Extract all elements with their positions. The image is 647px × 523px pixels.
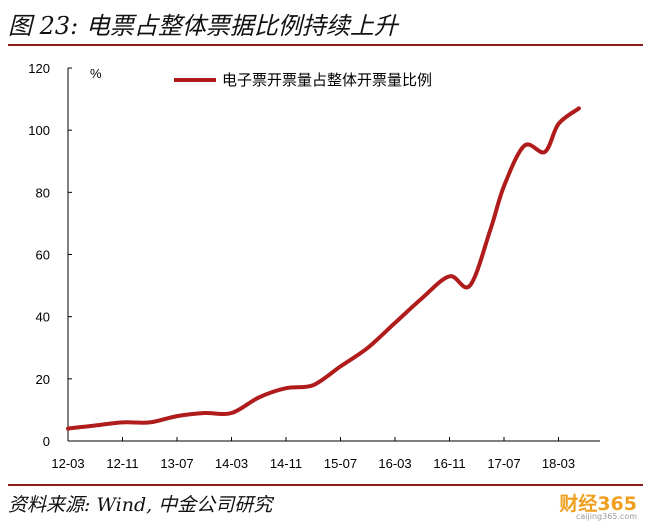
y-tick-label: 40 [36, 310, 50, 325]
y-tick-label: 60 [36, 248, 50, 263]
x-tick-label: 12-03 [51, 456, 84, 471]
x-tick-label: 12-11 [106, 456, 138, 471]
watermark-url: caijing365.com [575, 512, 637, 521]
line-chart: 0 20 40 60 80 100 120 12-03 12-11 13-07 14-03 14-1… [28, 61, 600, 471]
source-note: 资料来源: Wind, 中金公司研究 [8, 494, 273, 516]
y-tick-label: 20 [36, 372, 50, 387]
y-tick-label: 80 [36, 185, 50, 200]
watermark-logo: 财经365 [559, 493, 637, 515]
series-lines [66, 106, 581, 431]
x-tick-label: 14-11 [270, 456, 302, 471]
x-tick-label: 13-07 [160, 456, 193, 471]
title-divider [8, 44, 643, 46]
y-axis-ticks: 0 20 40 60 80 100 120 [28, 61, 72, 449]
x-tick-label: 14-03 [215, 456, 248, 471]
x-tick-label: 17-07 [487, 456, 520, 471]
y-tick-label: 100 [28, 123, 50, 138]
x-tick-label: 16-11 [433, 456, 465, 471]
y-tick-label: 120 [28, 61, 50, 76]
series-line [66, 106, 581, 431]
x-tick-label: 16-03 [378, 456, 411, 471]
footer-divider [8, 484, 643, 486]
y-tick-label: 0 [43, 434, 50, 449]
legend: 电子票开票量占整体开票量比例 [174, 71, 432, 89]
x-axis-ticks: 12-03 12-11 13-07 14-03 14-11 15-07 16-03 16-11… [51, 437, 575, 471]
x-tick-label: 15-07 [324, 456, 357, 471]
legend-label: 电子票开票量占整体开票量比例 [222, 71, 432, 89]
x-tick-label: 18-03 [542, 456, 575, 471]
chart-axes [67, 68, 600, 442]
y-axis-unit: % [90, 66, 102, 81]
chart-title: 图 23: 电票占整体票据比例持续上升 [8, 12, 398, 40]
